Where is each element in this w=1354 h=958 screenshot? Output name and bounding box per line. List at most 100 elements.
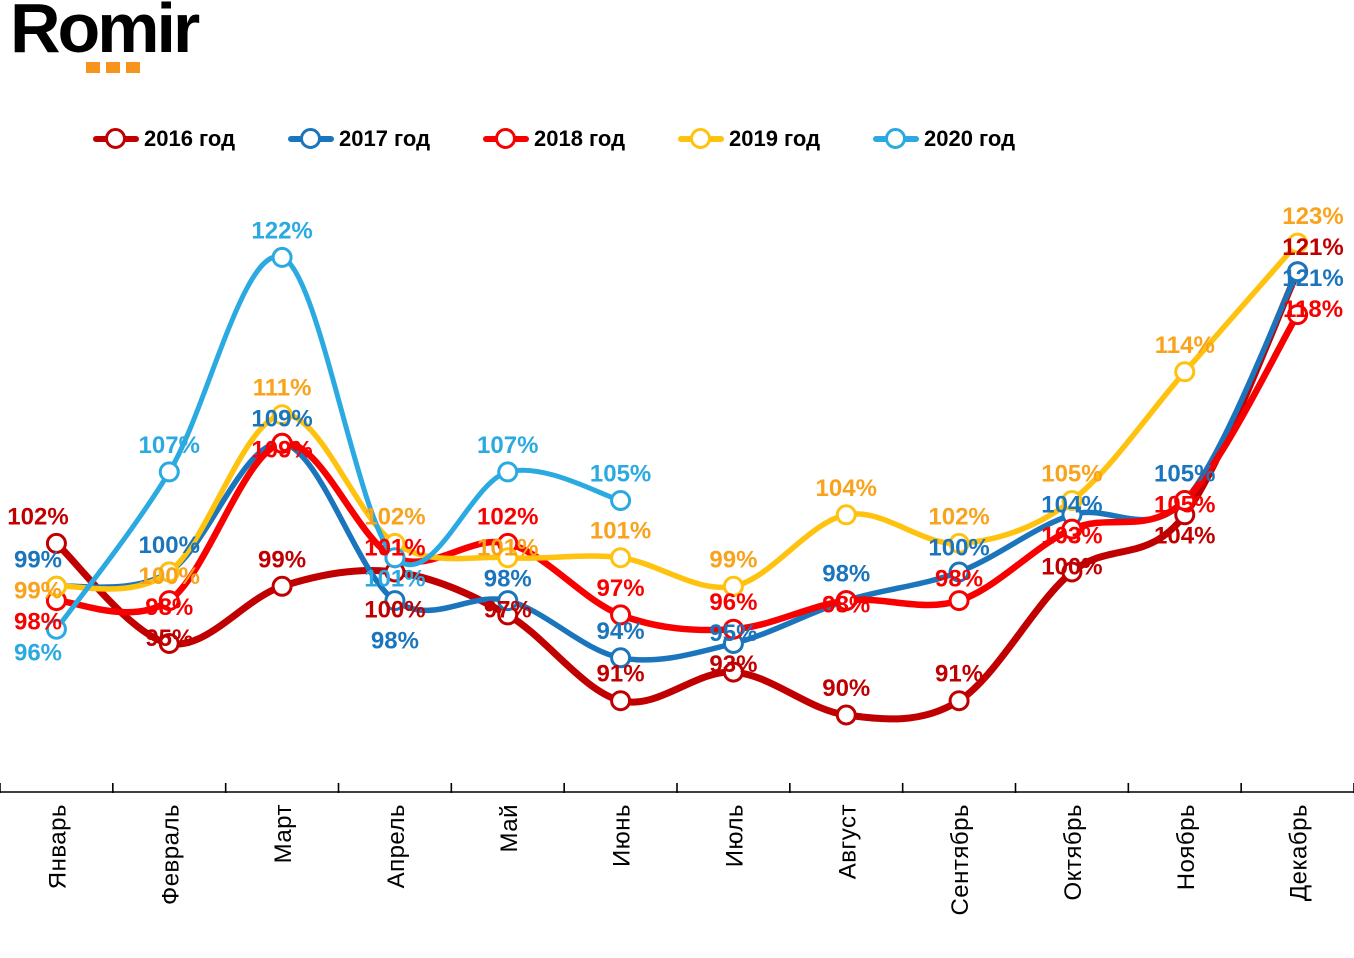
data-label: 98% bbox=[822, 561, 870, 588]
data-point-marker bbox=[45, 618, 67, 640]
legend-label: 2016 год bbox=[144, 126, 236, 151]
data-label: 100% bbox=[1041, 554, 1102, 581]
legend-item-2018: 2018 год bbox=[483, 126, 678, 152]
legend-item-2017: 2017 год bbox=[288, 126, 483, 152]
data-label: 105% bbox=[1154, 492, 1215, 519]
data-label: 98% bbox=[935, 565, 983, 592]
data-label: 93% bbox=[709, 651, 757, 678]
data-label: 105% bbox=[1041, 461, 1102, 488]
romir-logo-text: Romir bbox=[10, 0, 200, 67]
legend-item-2016: 2016 год bbox=[93, 126, 288, 152]
data-label: 121% bbox=[1282, 265, 1343, 292]
legend-marker-icon bbox=[873, 127, 919, 151]
legend-marker-icon bbox=[288, 127, 334, 151]
data-point-marker bbox=[948, 590, 970, 612]
data-point-marker bbox=[271, 404, 293, 426]
x-axis-label: Июль bbox=[721, 804, 748, 867]
data-label: 103% bbox=[1041, 523, 1102, 550]
data-point-marker bbox=[271, 246, 293, 268]
data-label: 102% bbox=[928, 503, 989, 530]
legend-marker-icon bbox=[93, 127, 139, 151]
data-label: 90% bbox=[822, 675, 870, 702]
data-label: 97% bbox=[597, 575, 645, 602]
data-point-marker bbox=[1287, 261, 1309, 283]
data-point-marker bbox=[158, 561, 180, 583]
data-point-marker bbox=[948, 532, 970, 554]
data-label: 98% bbox=[14, 608, 62, 635]
data-label: 102% bbox=[364, 503, 425, 530]
data-label: 99% bbox=[709, 546, 757, 573]
data-label: 100% bbox=[928, 534, 989, 561]
data-point-marker bbox=[610, 647, 632, 669]
data-label: 101% bbox=[477, 534, 538, 561]
data-point-marker bbox=[45, 575, 67, 597]
data-label: 104% bbox=[816, 475, 877, 502]
x-axis-label: Октябрь bbox=[1060, 804, 1087, 901]
data-label: 105% bbox=[590, 461, 651, 488]
data-label: 98% bbox=[822, 592, 870, 619]
logo-dot bbox=[86, 62, 100, 73]
data-label: 118% bbox=[1283, 296, 1343, 323]
data-label: 100% bbox=[139, 563, 200, 590]
legend-marker-icon bbox=[678, 127, 724, 151]
data-label: 114% bbox=[1155, 332, 1215, 359]
data-point-marker bbox=[610, 690, 632, 712]
data-point-marker bbox=[384, 547, 406, 569]
data-label: 97% bbox=[484, 596, 532, 623]
data-point-marker bbox=[610, 547, 632, 569]
legend-label: 2020 год bbox=[924, 126, 1016, 151]
x-axis-label: Февраль bbox=[157, 804, 184, 905]
data-label: 91% bbox=[935, 661, 983, 688]
data-label: 98% bbox=[484, 565, 532, 592]
data-label: 109% bbox=[251, 437, 312, 464]
data-point-marker bbox=[722, 618, 744, 640]
data-label: 105% bbox=[1154, 461, 1215, 488]
data-label: 111% bbox=[253, 375, 312, 402]
chart-legend: 2016 год 2017 год 2018 год 2019 год 2020 год bbox=[93, 126, 1068, 152]
data-point-marker bbox=[158, 461, 180, 483]
data-point-marker bbox=[1174, 490, 1196, 511]
data-point-marker bbox=[497, 547, 519, 569]
logo-dot bbox=[106, 62, 120, 73]
data-label: 123% bbox=[1282, 203, 1343, 230]
data-label: 98% bbox=[145, 594, 193, 621]
data-point-marker bbox=[948, 690, 970, 712]
legend-marker-icon bbox=[483, 127, 529, 151]
data-label: 107% bbox=[139, 432, 200, 459]
data-label: 99% bbox=[258, 546, 306, 573]
series-line bbox=[53, 268, 1301, 663]
legend-item-2020: 2020 год bbox=[873, 126, 1068, 152]
data-point-marker bbox=[497, 461, 519, 483]
data-point-marker bbox=[610, 604, 632, 626]
data-label: 98% bbox=[371, 627, 419, 654]
data-point-marker bbox=[835, 504, 857, 526]
data-label: 107% bbox=[477, 432, 538, 459]
data-label: 100% bbox=[364, 596, 425, 623]
data-label: 99% bbox=[14, 577, 62, 604]
data-label: 104% bbox=[1041, 492, 1102, 519]
data-point-marker bbox=[271, 432, 293, 454]
legend-label: 2018 год bbox=[534, 126, 626, 151]
data-point-marker bbox=[610, 490, 632, 511]
data-point-marker bbox=[948, 561, 970, 583]
data-point-marker bbox=[1174, 361, 1196, 383]
data-point-marker bbox=[722, 661, 744, 683]
x-axis-label: Март bbox=[270, 804, 297, 863]
x-axis-label: Август bbox=[834, 804, 861, 879]
romir-logo-dots-icon bbox=[86, 62, 140, 73]
x-axis-label: Июнь bbox=[609, 804, 636, 867]
data-label: 94% bbox=[597, 618, 645, 645]
data-label: 101% bbox=[364, 534, 425, 561]
x-axis-label: Ноябрь bbox=[1173, 804, 1200, 890]
data-point-marker bbox=[1061, 490, 1083, 511]
data-label: 121% bbox=[1282, 234, 1343, 261]
data-label: 100% bbox=[139, 532, 200, 559]
data-label: 99% bbox=[14, 546, 62, 573]
data-point-marker bbox=[835, 590, 857, 612]
data-label: 91% bbox=[597, 661, 645, 688]
data-label: 102% bbox=[477, 503, 538, 530]
romir-logo: Romir bbox=[10, 0, 200, 73]
logo-dot bbox=[126, 62, 140, 73]
x-axis-label: Сентябрь bbox=[947, 804, 974, 916]
